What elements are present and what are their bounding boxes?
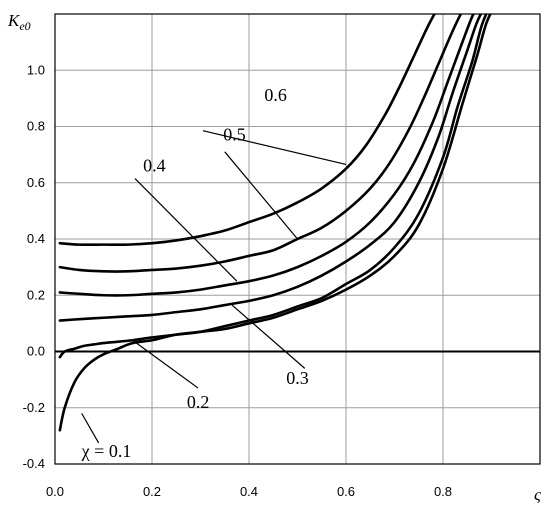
y-tick-label-2: 0.0 <box>27 344 45 359</box>
annotation-label-1: 0.5 <box>223 125 246 145</box>
annotation-label-3: 0.3 <box>286 368 309 388</box>
annotation-leader-1 <box>224 151 298 240</box>
annotation-label-4: 0.2 <box>187 392 210 412</box>
annotation-label-2: 0.4 <box>143 156 166 176</box>
annotation-leader-2 <box>134 178 238 282</box>
x-tick-label-4: 0.8 <box>434 484 452 499</box>
tick-labels: 0.0 0.2 0.4 0.6 0.8 -0.4 -0.2 0.0 0.2 0.4 0.6 0.8 1.… <box>23 62 452 499</box>
y-axis-label: Ke0 <box>7 11 31 33</box>
series-line-5 <box>58 14 436 247</box>
y-axis-label-sub: e0 <box>19 19 30 33</box>
series-line-1 <box>58 14 488 359</box>
plot-frame <box>54 13 541 465</box>
series-line-2 <box>58 14 483 322</box>
y-axis-label-main: K <box>7 11 21 30</box>
annotations: 0.6 0.5 0.4 0.3 0.2 χ = 0.1 <box>81 85 347 461</box>
y-tick-label-7: 1.0 <box>27 62 45 77</box>
y-tick-label-1: -0.2 <box>23 400 45 415</box>
plot-border <box>54 13 541 465</box>
y-tick-label-5: 0.6 <box>27 175 45 190</box>
annotation-leader-0 <box>202 130 347 166</box>
x-tick-label-0: 0.0 <box>46 484 64 499</box>
series-line-3 <box>58 14 475 297</box>
x-tick-label-2: 0.4 <box>240 484 258 499</box>
annotation-leader-3 <box>231 304 306 369</box>
x-axis-label: ς <box>534 485 541 504</box>
annotation-leader-5 <box>81 413 100 444</box>
series-line-0 <box>58 14 492 432</box>
y-tick-label-0: -0.4 <box>23 456 45 471</box>
y-tick-label-4: 0.4 <box>27 231 45 246</box>
x-tick-label-3: 0.6 <box>337 484 355 499</box>
y-tick-label-3: 0.2 <box>27 287 45 302</box>
annotation-leader-4 <box>132 339 199 389</box>
annotation-label-5: χ = 0.1 <box>81 441 132 461</box>
y-tick-label-6: 0.8 <box>27 119 45 134</box>
annotation-label-0: 0.6 <box>264 85 287 105</box>
x-tick-label-1: 0.2 <box>143 484 161 499</box>
